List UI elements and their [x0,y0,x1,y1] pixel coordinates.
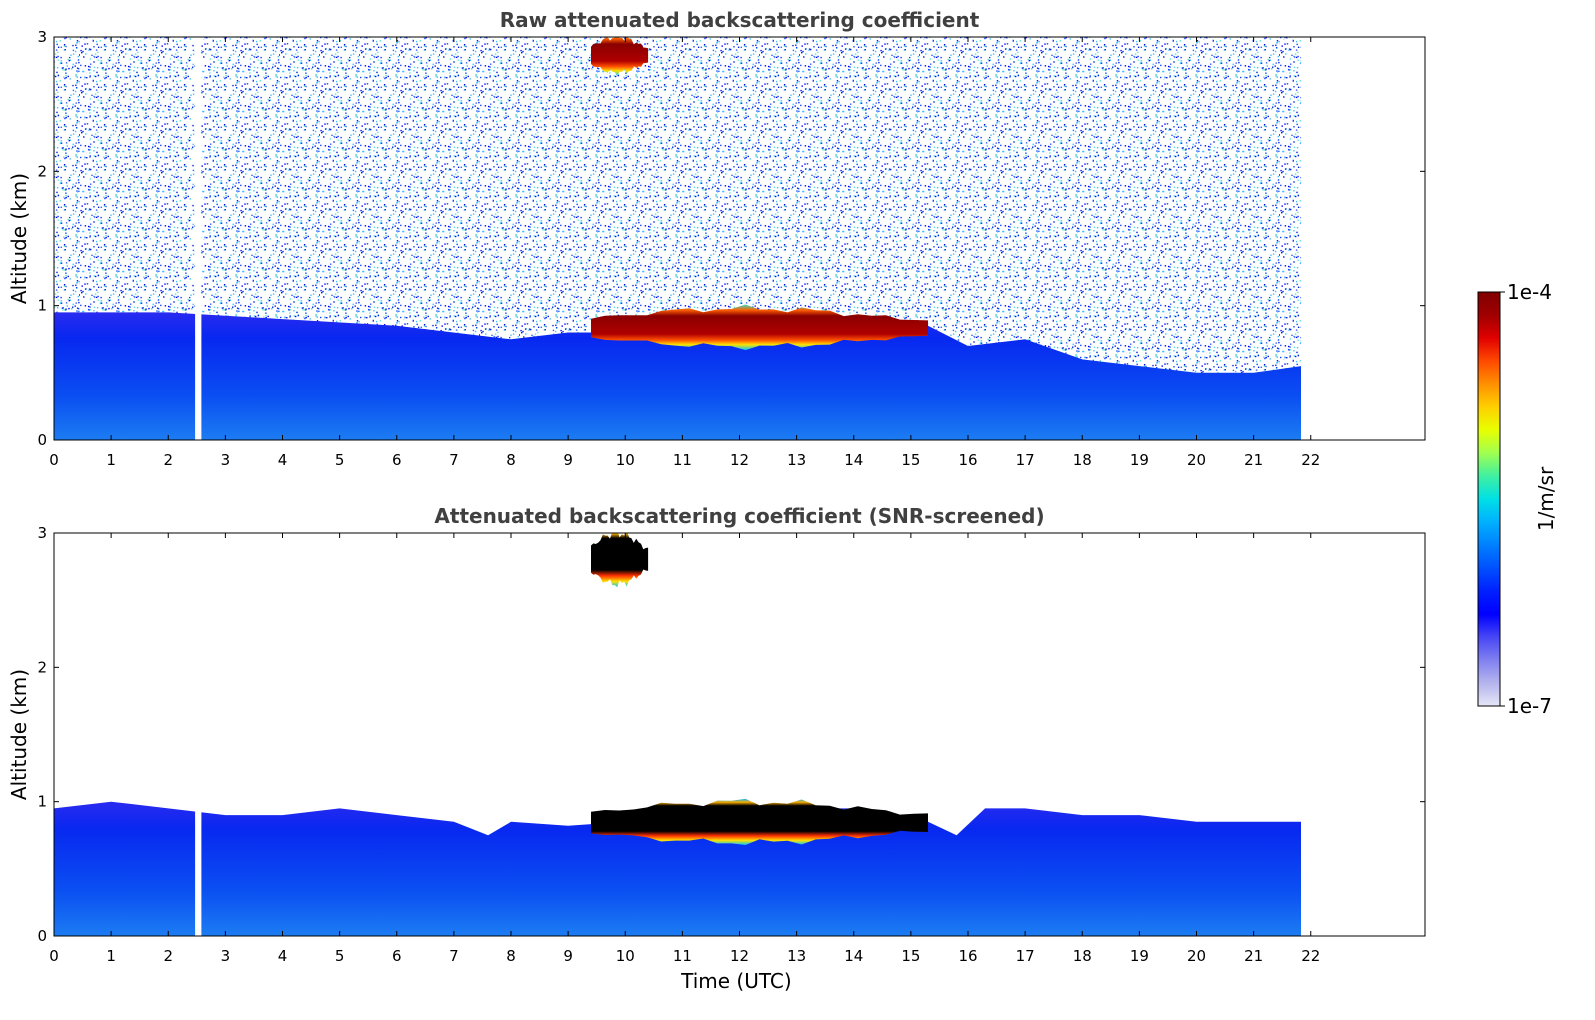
x-tick-label: 15 [901,451,920,469]
x-tick-label: 18 [1073,451,1092,469]
y-axis-label: Altitude (km) [7,173,31,304]
x-tick-label: 6 [392,451,402,469]
data-gap [195,37,202,440]
x-tick-label: 18 [1073,947,1092,965]
x-tick-label: 22 [1301,451,1320,469]
x-tick-label: 17 [1016,947,1035,965]
x-tick-label: 16 [958,451,977,469]
x-tick-label: 20 [1187,947,1206,965]
x-tick-label: 12 [730,451,749,469]
x-tick-label: 14 [844,451,863,469]
x-tick-label: 9 [563,451,573,469]
cloud-layer [591,533,649,588]
cloud-layer [591,798,928,845]
x-tick-label: 16 [958,947,977,965]
y-tick-label: 3 [37,524,47,542]
x-tick-label: 9 [563,947,573,965]
x-tick-label: 7 [449,451,459,469]
x-tick-label: 3 [221,451,231,469]
x-tick-label: 5 [335,451,345,469]
x-tick-label: 8 [506,947,516,965]
x-tick-label: 20 [1187,451,1206,469]
plot-area [54,533,1301,936]
colorbar-bar [1477,291,1501,707]
x-tick-label: 21 [1244,451,1263,469]
y-tick-label: 0 [37,927,47,945]
chart-title: Attenuated backscattering coefficient (S… [434,504,1044,528]
colorbar: 1e-4 1e-7 1/m/sr [1477,280,1558,718]
x-tick-label: 0 [49,451,59,469]
chart-title: Raw attenuated backscattering coefficien… [500,8,980,32]
x-tick-label: 17 [1016,451,1035,469]
x-tick-label: 21 [1244,947,1263,965]
cloud-layer [591,37,649,76]
y-tick-label: 2 [37,162,47,180]
x-tick-label: 22 [1301,947,1320,965]
y-tick-label: 3 [37,28,47,46]
x-tick-label: 4 [278,451,288,469]
x-tick-label: 1 [106,451,116,469]
x-tick-label: 12 [730,947,749,965]
x-tick-label: 11 [673,451,692,469]
x-tick-label: 15 [901,947,920,965]
colorbar-max-label: 1e-4 [1507,280,1552,304]
cloud-layer [591,304,928,351]
x-tick-label: 10 [616,947,635,965]
x-tick-label: 0 [49,947,59,965]
panel-2: Attenuated backscattering coefficient (S… [7,504,1426,993]
x-tick-label: 10 [616,451,635,469]
x-tick-label: 4 [278,947,288,965]
boundary-layer-region [54,312,1301,440]
panel-1: Raw attenuated backscattering coefficien… [7,8,1426,469]
x-axis-label: Time (UTC) [680,969,792,993]
x-tick-label: 3 [221,947,231,965]
y-tick-label: 1 [37,297,47,315]
plot-area [54,37,1302,440]
x-tick-label: 2 [163,451,173,469]
x-tick-label: 14 [844,947,863,965]
x-tick-label: 1 [106,947,116,965]
y-tick-label: 1 [37,793,47,811]
x-tick-label: 11 [673,947,692,965]
x-tick-label: 19 [1130,947,1149,965]
y-tick-label: 0 [37,431,47,449]
x-tick-label: 5 [335,947,345,965]
x-tick-label: 8 [506,451,516,469]
x-tick-label: 13 [787,451,806,469]
x-tick-label: 13 [787,947,806,965]
boundary-layer-region [54,801,1301,936]
x-tick-label: 2 [163,947,173,965]
x-tick-label: 19 [1130,451,1149,469]
x-tick-label: 7 [449,947,459,965]
colorbar-min-label: 1e-7 [1507,694,1552,718]
y-axis-label: Altitude (km) [7,669,31,800]
colorbar-unit-label: 1/m/sr [1534,466,1558,531]
x-tick-label: 6 [392,947,402,965]
data-gap [195,533,202,936]
y-tick-label: 2 [37,658,47,676]
